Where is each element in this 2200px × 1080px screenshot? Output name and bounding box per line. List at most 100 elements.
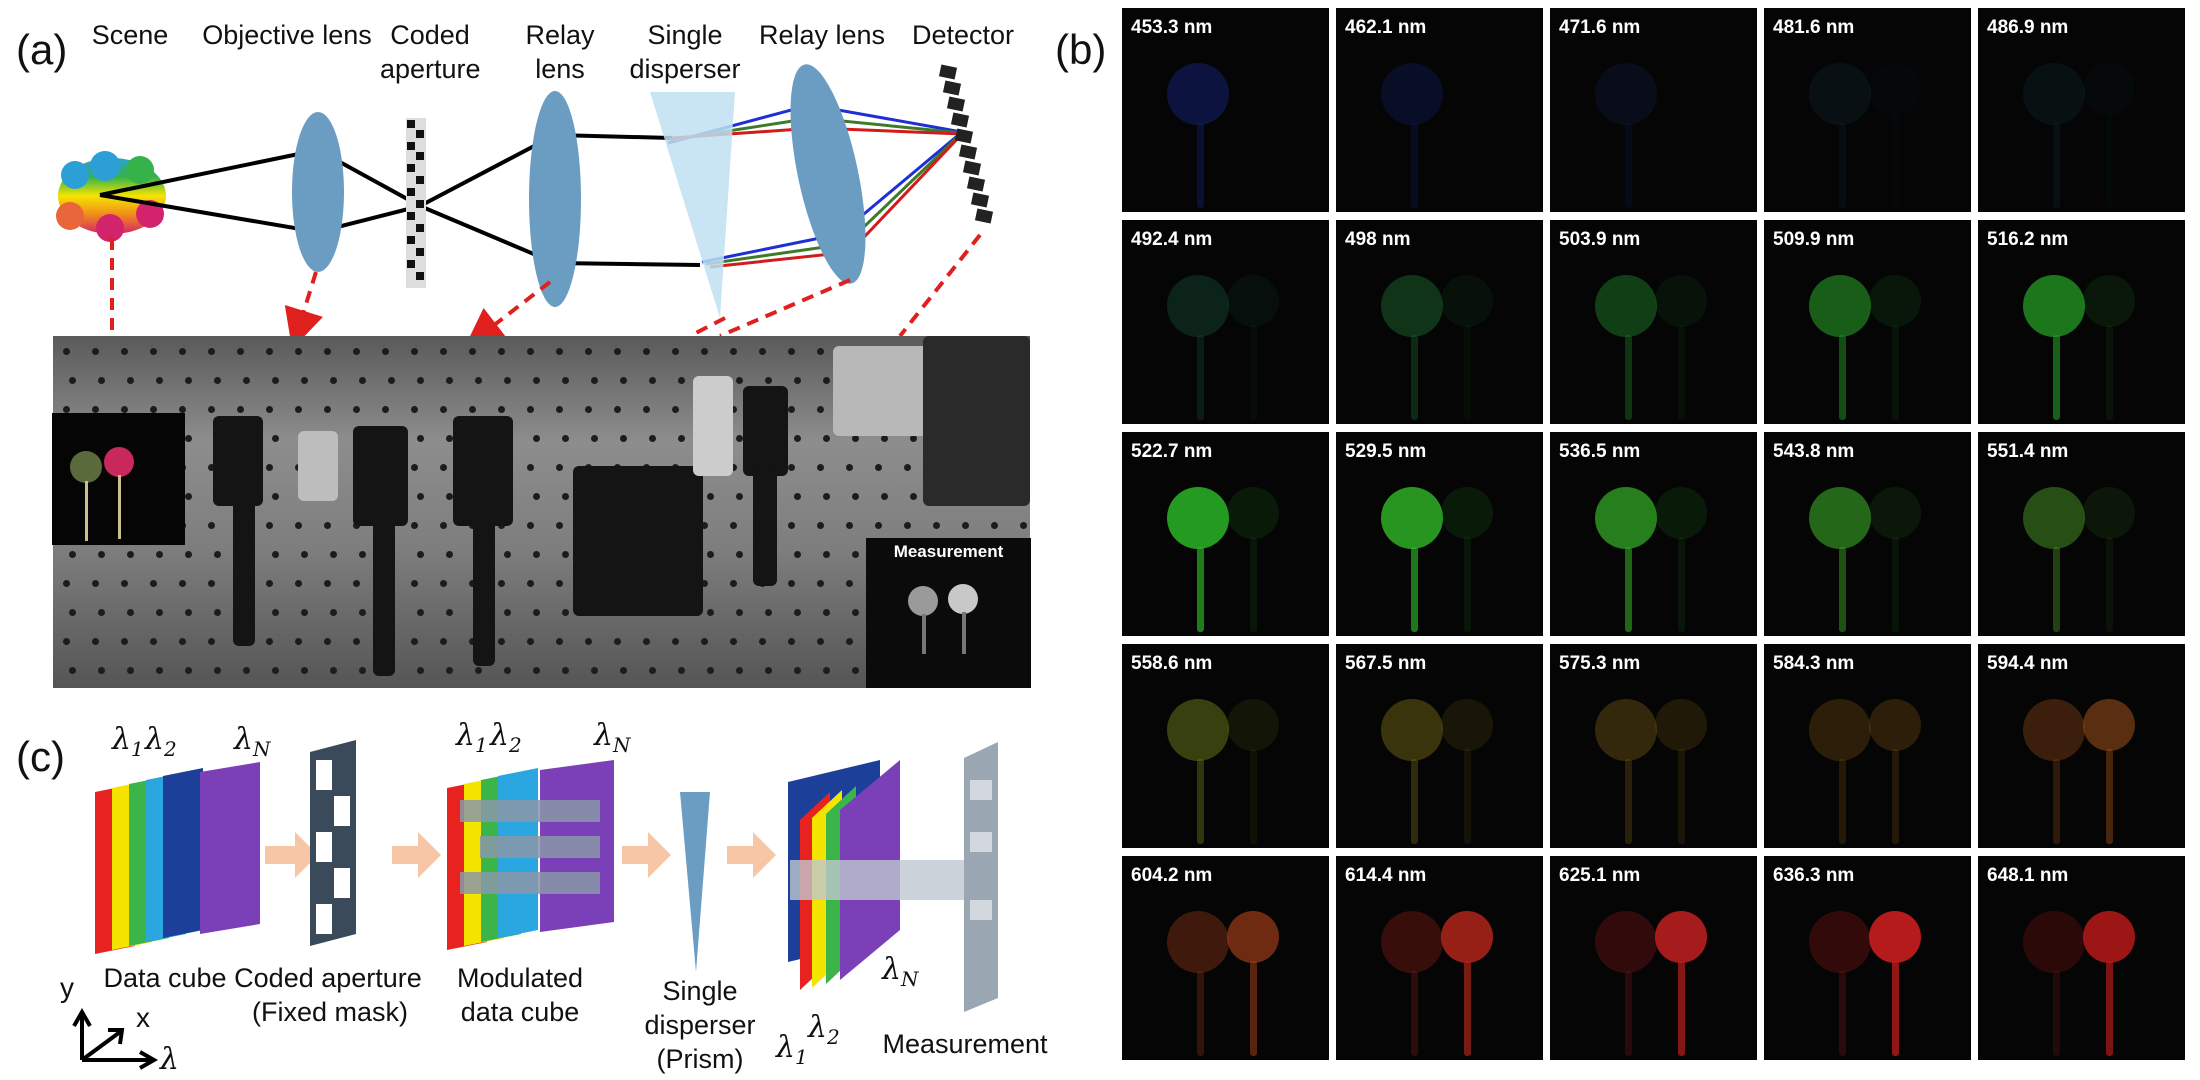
left-stem: [1197, 335, 1204, 420]
single-disperser-prism-icon: [680, 792, 710, 972]
breadboard-hole: [440, 406, 447, 413]
left-flower: [2023, 699, 2085, 761]
left-stem: [1411, 971, 1418, 1056]
breadboard-hole: [121, 638, 128, 645]
spectral-tile: 543.8 nm: [1764, 432, 1971, 636]
right-flower: [1869, 487, 1921, 539]
mount-relay-1: [453, 416, 513, 526]
wavelength-label: 481.6 nm: [1773, 17, 1855, 38]
breadboard-hole: [562, 377, 569, 384]
lambda-n-label-datacube: λN: [234, 722, 271, 761]
left-flower: [1595, 63, 1657, 125]
breadboard-hole: [179, 406, 186, 413]
left-flower: [1167, 911, 1229, 973]
right-stem: [1892, 537, 1899, 632]
right-flower: [1869, 63, 1921, 115]
breadboard-hole: [562, 435, 569, 442]
spectral-tile: 625.1 nm: [1550, 856, 1757, 1060]
breadboard-hole: [127, 551, 134, 558]
breadboard-hole: [446, 551, 453, 558]
right-flower: [2083, 487, 2135, 539]
breadboard-hole: [614, 348, 621, 355]
right-flower: [1441, 911, 1493, 963]
breadboard-hole: [504, 377, 511, 384]
left-flower: [1809, 275, 1871, 337]
breadboard-hole: [788, 580, 795, 587]
relay-lens-1-icon: [529, 91, 581, 307]
breadboard-hole: [794, 551, 801, 558]
breadboard-hole: [533, 609, 540, 616]
wavelength-label: 551.4 nm: [1987, 441, 2069, 462]
left-stem: [1839, 547, 1846, 632]
breadboard-hole: [562, 667, 569, 674]
breadboard-hole: [475, 377, 482, 384]
breadboard-hole: [846, 464, 853, 471]
measurement-inset-image: Measurement: [866, 538, 1031, 688]
breadboard-hole: [817, 406, 824, 413]
breadboard-hole: [98, 609, 105, 616]
breadboard-hole: [585, 406, 592, 413]
spectral-tile: 551.4 nm: [1978, 432, 2185, 636]
breadboard-hole: [272, 435, 279, 442]
left-flower: [1167, 487, 1229, 549]
breadboard-hole: [411, 406, 418, 413]
right-stem: [1892, 325, 1899, 420]
breadboard-hole: [962, 522, 969, 529]
right-flower: [1441, 699, 1493, 751]
breadboard-hole: [591, 667, 598, 674]
breadboard-hole: [527, 464, 534, 471]
label-measurement: Measurement: [882, 1029, 1048, 1059]
wavelength-label: 453.3 nm: [1131, 17, 1213, 38]
left-stem: [1625, 759, 1632, 844]
breadboard-hole: [910, 493, 917, 500]
coding-pipeline-diagram: [72, 740, 998, 1070]
breadboard-hole: [533, 667, 540, 674]
breadboard-hole: [817, 522, 824, 529]
breadboard-hole: [852, 493, 859, 500]
right-flower: [1227, 699, 1279, 751]
breadboard-hole: [63, 348, 70, 355]
objective-lens-icon: [292, 112, 344, 272]
lambda-2-label-sheared: λ2: [808, 1010, 840, 1049]
breadboard-hole: [411, 580, 418, 587]
breadboard-hole: [817, 348, 824, 355]
spectral-tile: 529.5 nm: [1336, 432, 1543, 636]
breadboard-hole: [707, 551, 714, 558]
right-stem: [1892, 961, 1899, 1056]
breadboard-hole: [730, 464, 737, 471]
breadboard-hole: [823, 551, 830, 558]
wavelength-label: 492.4 nm: [1131, 229, 1213, 250]
spectral-tile: 486.9 nm: [1978, 8, 2185, 212]
label-disperser: disperser: [644, 1010, 756, 1040]
spectral-tile: 536.5 nm: [1550, 432, 1757, 636]
breadboard-hole: [788, 522, 795, 529]
spectral-tile: 522.7 nm: [1122, 432, 1329, 636]
label-coded-aperture-line2: aperture: [380, 54, 481, 84]
breadboard-hole: [1020, 522, 1027, 529]
wavelength-label: 536.5 nm: [1559, 441, 1641, 462]
breadboard-hole: [208, 522, 215, 529]
left-flower: [1595, 487, 1657, 549]
label-coded-aperture-line1: Coded: [390, 20, 470, 50]
breadboard-hole: [446, 609, 453, 616]
breadboard-hole: [788, 406, 795, 413]
breadboard-hole: [266, 522, 273, 529]
left-flower: [1167, 63, 1229, 125]
modulated-cube-icon: [447, 760, 614, 950]
breadboard-hole: [527, 522, 534, 529]
wavelength-label: 648.1 nm: [1987, 865, 2069, 886]
spectral-tile: 509.9 nm: [1764, 220, 1971, 424]
breadboard-hole: [237, 348, 244, 355]
wavelength-label: 543.8 nm: [1773, 441, 1855, 462]
mount-objective: [213, 416, 263, 506]
breadboard-hole: [765, 377, 772, 384]
breadboard-hole: [208, 464, 215, 471]
axis-y-label: y: [60, 972, 74, 1003]
breadboard-hole: [185, 551, 192, 558]
breadboard-hole: [707, 667, 714, 674]
breadboard-hole: [614, 406, 621, 413]
breadboard-hole: [730, 406, 737, 413]
breadboard-hole: [875, 464, 882, 471]
left-flower: [1809, 63, 1871, 125]
breadboard-hole: [69, 609, 76, 616]
